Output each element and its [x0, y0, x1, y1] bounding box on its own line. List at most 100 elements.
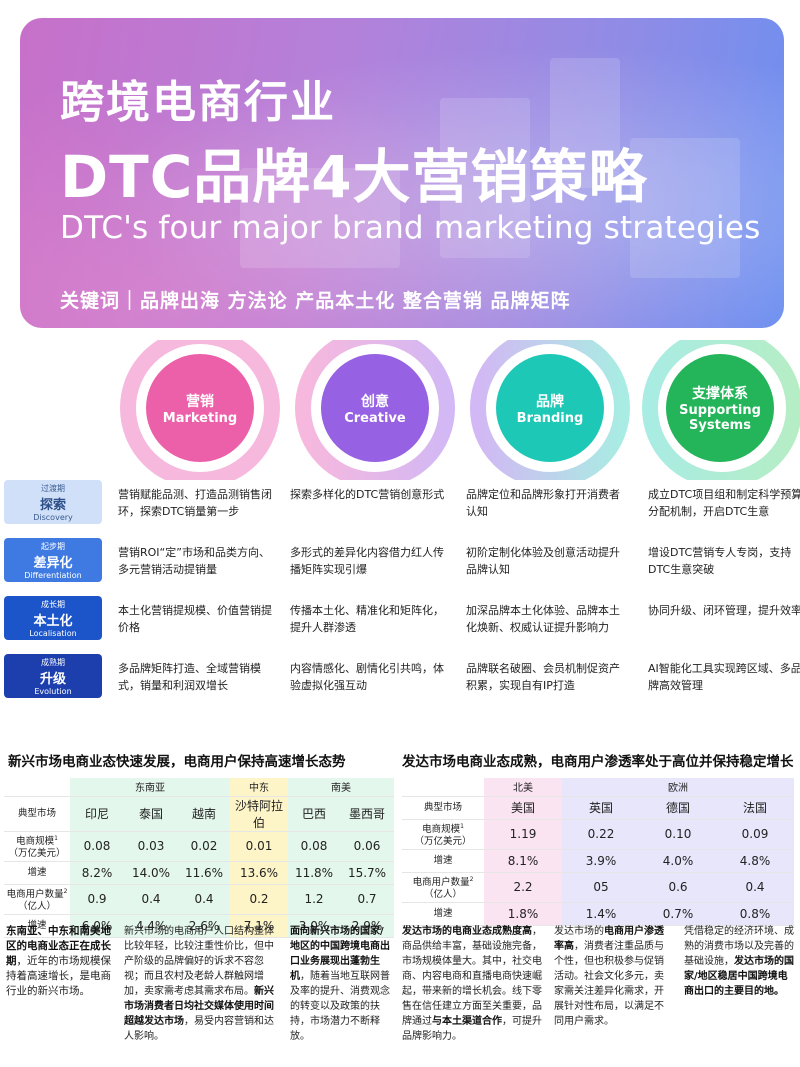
phase-tag: 起步期 [41, 541, 65, 551]
table-cell: 英国 [562, 796, 640, 820]
phase-row-evolution: 成熟期 升级 Evolution 多品牌矩阵打造、全域营销模式，销量和利润双增长… [0, 652, 800, 702]
table-cell: 11.6% [178, 861, 230, 885]
phase-cell-creative: 探索多样化的DTC营销创意形式 [290, 488, 445, 501]
table-cell: 1.4% [562, 902, 640, 926]
table-cell: 0.08 [288, 831, 340, 862]
table-cell: 8.2% [70, 861, 124, 885]
table-cell: 1.19 [484, 819, 562, 850]
hero-bag-decoration [440, 98, 530, 258]
phase-cell-branding: 品牌定位和品牌形象打开消费者认知 [466, 488, 620, 518]
table-cell: 4.4% [124, 914, 178, 938]
table-cell: 泰国 [124, 796, 178, 832]
table-cell: 6.0% [70, 914, 124, 938]
table-cell: 0.6 [640, 872, 716, 903]
node-cn: 营销 [186, 393, 214, 410]
table-cell: 0.10 [640, 819, 716, 850]
table-cell: 7.1% [230, 914, 288, 938]
table-cell: 0.22 [562, 819, 640, 850]
chain-ring [470, 340, 630, 480]
row-header: 增速 [402, 902, 484, 926]
hero-title-line2: DTC品牌4大营销策略 [60, 143, 648, 211]
note-developed-destination: 凭借稳定的经济环境、成熟的消费市场以及完善的基础设施，发达市场的国家/地区稳居中… [684, 926, 794, 997]
emerging-markets-title: 新兴市场电商业态快速发展，电商用户保持高速增长态势 [8, 754, 346, 770]
table-cell: 4.0% [640, 849, 716, 873]
table-row: 典型市场 美国 英国 德国 法国 [402, 796, 794, 820]
phase-tag: 成熟期 [41, 657, 65, 667]
table-cell: 8.1% [484, 849, 562, 873]
phase-label: 成熟期 升级 Evolution [4, 654, 102, 698]
table-cell: 美国 [484, 796, 562, 820]
table-group-row: 北美 欧洲 [402, 778, 794, 797]
chain-ring [642, 340, 800, 480]
developed-markets-table: 北美 欧洲 典型市场 美国 英国 德国 法国 电商规模1 （万亿美元） 1.19 … [402, 778, 794, 926]
node-en-line1: Supporting [679, 403, 761, 418]
table-cell: 1.2 [288, 884, 340, 915]
row-header: 电商规模1 （万亿美元） [4, 831, 70, 862]
phase-tag: 过渡期 [41, 483, 65, 493]
phase-en: Localisation [29, 628, 77, 638]
group-header: 欧洲 [562, 778, 794, 797]
table-cell: 11.8% [288, 861, 340, 885]
note-emerging-export: 面向新兴市场的国家/地区的中国跨境电商出口业务展现出蓬勃生机，随着当地互联网普及… [290, 926, 390, 1042]
phase-row-differentiation: 起步期 差异化 Differentiation 营销ROI“定”市场和品类方向、… [0, 536, 800, 586]
phase-label: 成长期 本土化 Localisation [4, 596, 102, 640]
phase-cell-supporting: 增设DTC营销专人专岗，支持DTC生意突破 [648, 546, 792, 576]
phase-row-localisation: 成长期 本土化 Localisation 本土化营销提规模、价值营销提价格 传播… [0, 594, 800, 644]
note-developed-users: 发达市场的电商用户渗透率高，消费者注重品质与个性，但也积极参与促销活动。社会文化… [554, 926, 664, 1027]
phase-cell-supporting: AI智能化工具实现跨区域、多品牌高效管理 [648, 662, 800, 692]
chain-node-creative: 创意 Creative [321, 354, 429, 462]
table-cell: 3.9% [562, 849, 640, 873]
table-row: 增速 6.0% 4.4% 2.6% 7.1% 3.0% 2.9% [4, 914, 394, 938]
table-cell: 0.7% [640, 902, 716, 926]
table-cell: 0.7 [340, 884, 394, 915]
phase-name: 本土化 [33, 613, 73, 629]
table-cell: 13.6% [230, 861, 288, 885]
table-cell: 1.8% [484, 902, 562, 926]
phase-name: 差异化 [33, 555, 73, 571]
chain-links [120, 340, 800, 480]
table-cell: 法国 [716, 796, 794, 820]
table-cell: 0.03 [124, 831, 178, 862]
table-cell: 2.2 [484, 872, 562, 903]
hero-banner: 跨境电商行业 DTC品牌4大营销策略 DTC's four major bran… [20, 18, 784, 328]
table-cell: 14.0% [124, 861, 178, 885]
phase-row-discovery: 过渡期 探索 Discovery 营销赋能品测、打造品测销售闭环，探索DTC销量… [0, 478, 800, 528]
row-header: 电商用户数量2 （亿人） [4, 884, 70, 915]
table-row: 增速 8.1% 3.9% 4.0% 4.8% [402, 849, 794, 873]
chain-node-branding: 品牌 Branding [496, 354, 604, 462]
table-cell: 0.2 [230, 884, 288, 915]
phase-en: Discovery [33, 512, 73, 522]
node-en: Branding [516, 410, 584, 426]
node-en-line2: Systems [689, 418, 751, 433]
table-row: 电商用户数量2 （亿人） 0.9 0.4 0.4 0.2 1.2 0.7 [4, 884, 394, 915]
table-cell: 0.4 [124, 884, 178, 915]
phase-label: 起步期 差异化 Differentiation [4, 538, 102, 582]
phase-cell-marketing: 营销ROI“定”市场和品类方向、多元营销活动提销量 [118, 546, 270, 576]
table-cell: 0.09 [716, 819, 794, 850]
note-emerging-stage: 东南亚、中东和南美地区的电商业态正在成长期，近年的市场规模保持着高速增长，是电商… [6, 925, 111, 997]
chain-node-marketing: 营销 Marketing [146, 354, 254, 462]
phase-en: Differentiation [24, 570, 82, 580]
row-header: 增速 [4, 861, 70, 885]
phase-cell-marketing: 多品牌矩阵打造、全域营销模式，销量和利润双增长 [118, 662, 261, 692]
phase-cell-branding: 加深品牌本土化体验、品牌本土化焕新、权威认证提升影响力 [466, 604, 620, 634]
table-row: 增速 8.2% 14.0% 11.6% 13.6% 11.8% 15.7% [4, 861, 394, 885]
phase-label: 过渡期 探索 Discovery [4, 480, 102, 524]
chain-ring [120, 340, 280, 480]
note-emerging-users: 新兴市场的电商用户人口结构整体比较年轻，比较注重性价比，但中产阶级的品牌偏好的诉… [124, 926, 274, 1042]
phase-en: Evolution [34, 686, 72, 696]
table-row: 电商规模1 （万亿美元） 0.08 0.03 0.02 0.01 0.08 0.0… [4, 831, 394, 862]
phase-name: 探索 [39, 497, 66, 513]
table-cell: 德国 [640, 796, 716, 820]
phase-cell-branding: 品牌联名破圈、会员机制促资产积累，实现自有IP打造 [466, 662, 620, 692]
row-header: 典型市场 [402, 796, 484, 820]
phase-name: 升级 [39, 671, 66, 687]
table-cell: 2.9% [340, 914, 394, 938]
table-cell: 2.6% [178, 914, 230, 938]
node-en: Marketing [162, 410, 238, 426]
note-developed-maturity: 发达市场的电商业态成熟度高，商品供给丰富，基础设施完备，市场规模体量大。其中，社… [402, 926, 542, 1042]
phase-cell-marketing: 本土化营销提规模、价值营销提价格 [118, 604, 272, 634]
table-cell: 4.8% [716, 849, 794, 873]
table-cell: 印尼 [70, 796, 124, 832]
table-row: 电商规模1 （万亿美元） 1.19 0.22 0.10 0.09 [402, 819, 794, 850]
